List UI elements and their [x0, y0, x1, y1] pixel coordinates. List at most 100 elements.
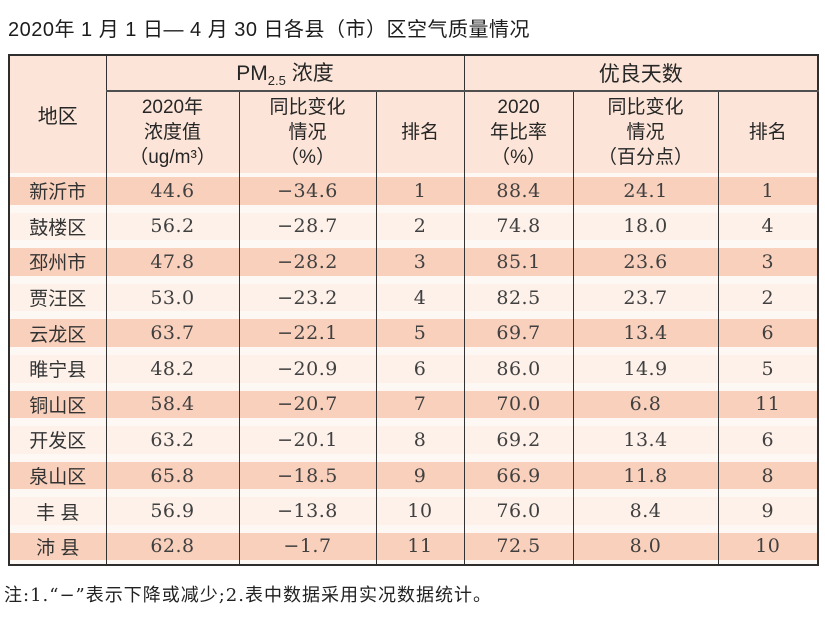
pm-value-cell: 56.2	[105, 208, 240, 245]
good-ratio-cell: 82.5	[463, 279, 574, 316]
header-region: 地区	[8, 55, 107, 173]
good-change-cell: 13.4	[572, 315, 719, 351]
pm-change-cell: −20.1	[238, 422, 377, 458]
table-row: 新沂市 44.6 −34.6 1 88.4 24.1 1	[8, 173, 819, 209]
region-cell: 邳州市	[8, 244, 107, 280]
table-row: 贾汪区 53.0 −23.2 4 82.5 23.7 2	[8, 279, 819, 316]
region-cell: 丰 县	[8, 493, 107, 529]
good-ratio-cell: 76.0	[463, 493, 574, 529]
pm-rank-cell: 9	[375, 457, 465, 494]
good-change-cell: 8.4	[572, 493, 719, 529]
table-row: 睢宁县 48.2 −20.9 6 86.0 14.9 5	[8, 350, 819, 387]
good-ratio-cell: 66.9	[463, 457, 574, 494]
table-row: 铜山区 58.4 −20.7 7 70.0 6.8 11	[8, 386, 819, 423]
good-rank-cell: 2	[717, 279, 819, 316]
good-rank-cell: 8	[717, 457, 819, 494]
good-rank-cell: 9	[717, 493, 819, 529]
good-ratio-cell: 74.8	[463, 208, 574, 245]
region-cell: 铜山区	[8, 386, 107, 423]
good-rank-cell: 10	[717, 528, 819, 565]
good-change-cell: 18.0	[572, 208, 719, 245]
region-cell: 泉山区	[8, 457, 107, 494]
pm-value-cell: 47.8	[105, 244, 240, 280]
table-row: 泉山区 65.8 −18.5 9 66.9 11.8 8	[8, 457, 819, 494]
good-rank-cell: 1	[717, 173, 819, 209]
pm25-label-subscript: 2.5	[267, 73, 286, 89]
good-ratio-cell: 72.5	[463, 528, 574, 565]
pm-change-cell: −18.5	[238, 457, 377, 494]
pm-change-cell: −1.7	[238, 528, 377, 565]
pm-value-cell: 62.8	[105, 528, 240, 565]
good-ratio-cell: 86.0	[463, 350, 574, 387]
good-change-cell: 23.7	[572, 279, 719, 316]
good-change-cell: 8.0	[572, 528, 719, 565]
pm-change-cell: −13.8	[238, 493, 377, 529]
region-cell: 云龙区	[8, 315, 107, 351]
good-rank-cell: 5	[717, 350, 819, 387]
good-rank-cell: 6	[717, 422, 819, 458]
table-row: 沛 县 62.8 −1.7 11 72.5 8.0 10	[8, 528, 819, 565]
table-group-header-row: 地区 PM2.5 浓度 优良天数	[8, 55, 819, 173]
pm-rank-cell: 8	[375, 422, 465, 458]
region-cell: 开发区	[8, 422, 107, 458]
pm-change-cell: −34.6	[238, 173, 377, 209]
pm-rank-cell: 10	[375, 493, 465, 529]
air-quality-table: 地区 PM2.5 浓度 优良天数 2020年 浓度值 （ug/m³） 同比变化 …	[8, 54, 820, 566]
pm-rank-cell: 6	[375, 350, 465, 387]
pm-rank-cell: 5	[375, 315, 465, 351]
pm-value-cell: 63.2	[105, 422, 240, 458]
good-rank-cell: 4	[717, 208, 819, 245]
table-row: 邳州市 47.8 −28.2 3 85.1 23.6 3	[8, 244, 819, 280]
pm-rank-cell: 2	[375, 208, 465, 245]
pm-change-cell: −28.2	[238, 244, 377, 280]
region-cell: 沛 县	[8, 528, 107, 565]
pm-change-cell: −20.7	[238, 386, 377, 423]
region-cell: 贾汪区	[8, 279, 107, 316]
pm25-label-main: PM	[236, 62, 268, 86]
pm25-label-tail: 浓度	[285, 62, 334, 86]
header-good-rank: 排名	[717, 91, 819, 173]
pm-change-cell: −28.7	[238, 208, 377, 245]
good-ratio-cell: 69.7	[463, 315, 574, 351]
header-good-change: 同比变化 情况 （百分点）	[572, 91, 719, 173]
pm-rank-cell: 1	[375, 173, 465, 209]
good-ratio-cell: 69.2	[463, 422, 574, 458]
pm-change-cell: −23.2	[238, 279, 377, 316]
pm-change-cell: −22.1	[238, 315, 377, 351]
pm-value-cell: 65.8	[105, 457, 240, 494]
good-ratio-cell: 70.0	[463, 386, 574, 423]
pm-value-cell: 58.4	[105, 386, 240, 423]
good-change-cell: 13.4	[572, 422, 719, 458]
pm-value-cell: 63.7	[105, 315, 240, 351]
good-rank-cell: 3	[717, 244, 819, 280]
region-cell: 新沂市	[8, 173, 107, 209]
good-rank-cell: 6	[717, 315, 819, 351]
pm-value-cell: 44.6	[105, 173, 240, 209]
page-title: 2020年 1 月 1 日— 4 月 30 日各县（市）区空气质量情况	[8, 19, 531, 41]
header-group-good-days: 优良天数	[463, 55, 819, 92]
table-row: 云龙区 63.7 −22.1 5 69.7 13.4 6	[8, 315, 819, 351]
header-group-pm25: PM2.5 浓度	[105, 55, 465, 92]
good-change-cell: 24.1	[572, 173, 719, 209]
header-good-ratio: 2020 年比率 （%）	[463, 91, 574, 173]
good-change-cell: 14.9	[572, 350, 719, 387]
header-pm-value: 2020年 浓度值 （ug/m³）	[105, 91, 240, 173]
region-cell: 睢宁县	[8, 350, 107, 387]
region-cell: 鼓楼区	[8, 208, 107, 245]
page: 2020年 1 月 1 日— 4 月 30 日各县（市）区空气质量情况 地区 P…	[4, 19, 820, 606]
good-ratio-cell: 85.1	[463, 244, 574, 280]
table-row: 开发区 63.2 −20.1 8 69.2 13.4 6	[8, 422, 819, 458]
good-ratio-cell: 88.4	[463, 173, 574, 209]
pm-rank-cell: 11	[375, 528, 465, 565]
table-row: 丰 县 56.9 −13.8 10 76.0 8.4 9	[8, 493, 819, 529]
footnote: 注:1.“−”表示下降或减少;2.表中数据采用实况数据统计。	[4, 584, 492, 606]
good-change-cell: 23.6	[572, 244, 719, 280]
good-change-cell: 6.8	[572, 386, 719, 423]
table-row: 鼓楼区 56.2 −28.7 2 74.8 18.0 4	[8, 208, 819, 245]
pm-value-cell: 53.0	[105, 279, 240, 316]
good-change-cell: 11.8	[572, 457, 719, 494]
header-pm-change: 同比变化 情况 （%）	[238, 91, 377, 173]
good-rank-cell: 11	[717, 386, 819, 423]
pm-value-cell: 56.9	[105, 493, 240, 529]
pm-rank-cell: 3	[375, 244, 465, 280]
